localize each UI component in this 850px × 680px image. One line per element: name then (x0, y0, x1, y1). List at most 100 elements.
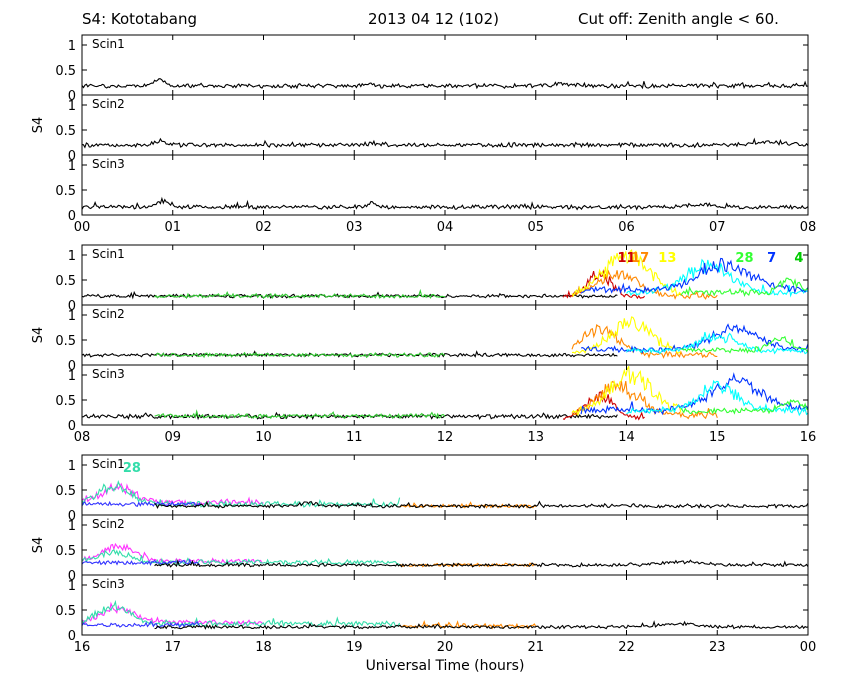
x-tick-label-r3-3: 19 (346, 640, 363, 655)
y-tick-label-r2-p1-1: 0.5 (55, 274, 76, 289)
x-tick-label-r3-6: 22 (618, 640, 635, 655)
y-tick-label-r2-p1-0: 0 (68, 299, 76, 314)
x-tick-label-r2-2: 10 (255, 430, 272, 445)
x-tick-label-r2-0: 08 (74, 430, 91, 445)
series-line-r2-p1-s8 (680, 277, 809, 297)
y-axis-label-r1: S4 (31, 117, 46, 134)
x-tick-label-r3-5: 21 (527, 640, 544, 655)
x-tick-label-r3-8: 00 (800, 640, 817, 655)
x-tick-label-r1-4: 04 (437, 220, 454, 235)
series-line-r1-p1-s1 (81, 78, 809, 90)
y-tick-label-r2-p3-0: 0 (68, 419, 76, 434)
panel-label-r1-p2: Scin2 (92, 97, 125, 111)
series-line-r2-p1-s5 (571, 249, 682, 297)
y-tick-label-r1-p2-1: 0.5 (55, 124, 76, 139)
series-line-r2-p2-s7 (680, 335, 809, 354)
station-title: S4: Kototabang (82, 10, 197, 28)
panel-frame-r2-p2 (81, 304, 809, 366)
y-tick-label-r2-p2-1: 0.5 (55, 334, 76, 349)
x-tick-label-r2-4: 12 (437, 430, 454, 445)
x-tick-label-r2-6: 14 (618, 430, 635, 445)
series-line-r3-p1-s5 (154, 500, 809, 509)
series-line-r1-p3-s1 (81, 196, 809, 211)
x-tick-label-r3-2: 18 (255, 640, 272, 655)
x-tick-label-r1-1: 01 (164, 220, 181, 235)
y-tick-label-r1-p3-2: 1 (68, 159, 76, 174)
y-tick-label-r3-p1-2: 1 (68, 459, 76, 474)
series-line-r2-p2-s6 (626, 331, 809, 355)
panel-label-r2-p1: Scin1 (92, 247, 125, 261)
x-tick-label-r1-2: 02 (255, 220, 272, 235)
y-tick-label-r2-p3-1: 0.5 (55, 394, 76, 409)
x-axis-label: Universal Time (hours) (366, 658, 525, 674)
series-line-r3-p2-s4 (399, 562, 536, 568)
series-line-r2-p3-s7 (626, 379, 809, 417)
x-tick-label-r1-7: 07 (709, 220, 726, 235)
series-line-r2-p1-s6 (626, 258, 809, 298)
panel-label-r2-p3: Scin3 (92, 367, 125, 381)
y-tick-label-r3-p3-2: 1 (68, 579, 76, 594)
y-tick-label-r1-p2-2: 1 (68, 99, 76, 114)
y-axis-label-r2: S4 (31, 327, 46, 344)
x-tick-label-r3-7: 23 (709, 640, 726, 655)
y-tick-label-r3-p1-1: 0.5 (55, 484, 76, 499)
y-tick-label-r3-p3-0: 0 (68, 629, 76, 644)
prn-label-r2-0: 11 (617, 251, 635, 266)
prn-label-r2-1: 17 (631, 251, 649, 266)
series-line-r2-p3-s6 (580, 372, 809, 416)
series-line-r3-p2-s5 (154, 559, 809, 568)
y-tick-label-r1-p1-1: 0.5 (55, 64, 76, 79)
y-tick-label-r3-p2-1: 0.5 (55, 544, 76, 559)
series-line-r2-p3-s5 (571, 365, 682, 417)
prn-label-r3-0: 28 (123, 461, 141, 476)
series-line-r2-p2-s2 (154, 351, 446, 359)
y-tick-label-r1-p1-0: 0 (68, 89, 76, 104)
x-tick-label-r2-7: 15 (709, 430, 726, 445)
y-tick-label-r2-p2-0: 0 (68, 359, 76, 374)
y-tick-label-r1-p3-0: 0 (68, 209, 76, 224)
series-line-r2-p2-s4 (571, 316, 682, 354)
series-line-r2-p3-s8 (680, 399, 809, 415)
series-line-r2-p1-s3 (562, 269, 645, 300)
panel-label-r3-p2: Scin2 (92, 517, 125, 531)
x-tick-label-r3-4: 20 (437, 640, 454, 655)
date-title: 2013 04 12 (102) (368, 10, 499, 28)
series-line-r3-p2-s3 (81, 558, 201, 567)
y-tick-label-r2-p3-2: 1 (68, 369, 76, 384)
y-tick-label-r3-p2-0: 0 (68, 569, 76, 584)
y-tick-label-r3-p2-2: 1 (68, 519, 76, 534)
x-tick-label-r3-1: 17 (164, 640, 181, 655)
prn-label-r2-5: 4 (794, 251, 803, 266)
series-line-r2-p1-s1 (81, 290, 618, 300)
panel-label-r2-p2: Scin2 (92, 307, 125, 321)
series-line-r3-p3-s1 (81, 601, 264, 626)
x-tick-label-r2-8: 16 (800, 430, 817, 445)
prn-label-r2-4: 7 (767, 251, 776, 266)
y-tick-label-r2-p1-2: 1 (68, 249, 76, 264)
y-tick-label-r1-p2-0: 0 (68, 149, 76, 164)
prn-label-r2-3: 28 (735, 251, 753, 266)
y-tick-label-r3-p1-0: 0 (68, 509, 76, 524)
y-axis-label-r3: S4 (31, 537, 46, 554)
series-line-r2-p1-s2 (154, 288, 445, 300)
prn-label-r2-2: 13 (658, 251, 676, 266)
x-tick-label-r1-8: 08 (800, 220, 817, 235)
x-tick-label-r2-1: 09 (164, 430, 181, 445)
x-tick-label-r1-0: 00 (74, 220, 91, 235)
panel-label-r3-p1: Scin1 (92, 457, 125, 471)
series-line-r2-p2-s5 (580, 323, 809, 354)
y-tick-label-r2-p2-2: 1 (68, 309, 76, 324)
panel-label-r1-p3: Scin3 (92, 157, 125, 171)
x-tick-label-r2-3: 11 (346, 430, 363, 445)
y-tick-label-r1-p1-2: 1 (68, 39, 76, 54)
series-line-r3-p2-s2 (81, 549, 400, 566)
x-tick-label-r2-5: 13 (527, 430, 544, 445)
x-tick-label-r1-6: 06 (618, 220, 635, 235)
panel-label-r3-p3: Scin3 (92, 577, 125, 591)
series-line-r2-p3-s4 (571, 380, 718, 420)
series-line-r3-p3-s3 (81, 620, 201, 629)
series-line-r2-p2-s3 (571, 324, 718, 359)
x-tick-label-r1-3: 03 (346, 220, 363, 235)
series-line-r3-p2-s1 (81, 542, 264, 565)
